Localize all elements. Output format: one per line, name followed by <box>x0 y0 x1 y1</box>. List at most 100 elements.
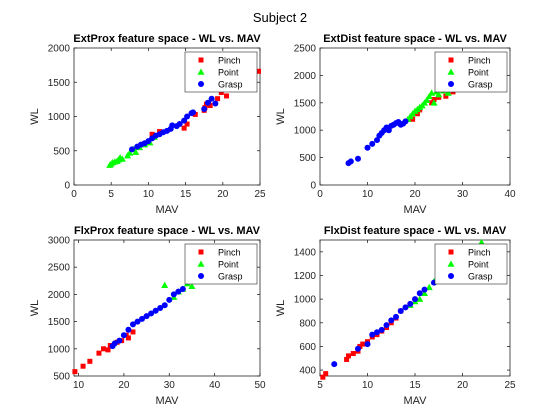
data-point-grasp <box>134 318 141 325</box>
subplot-4: 5 10 15 20 25 400 600 800 1000 1200 1400 FlxDist fe… <box>275 225 516 407</box>
data-point-point <box>444 89 452 96</box>
data-point-point <box>118 155 126 162</box>
data-point-grasp <box>143 313 150 320</box>
legend-label: Point <box>218 68 239 78</box>
data-point-grasp <box>184 113 191 120</box>
data-point-grasp <box>407 300 414 307</box>
data-point-pinch <box>192 111 198 117</box>
data-point-grasp <box>166 296 173 303</box>
data-point-grasp <box>208 95 215 102</box>
data-point-grasp <box>369 140 376 147</box>
legend-marker-pinch <box>198 57 204 63</box>
legend-marker-pinch <box>198 249 204 255</box>
data-point-pinch <box>429 100 435 106</box>
data-point-pinch <box>105 347 111 353</box>
legend-marker-pinch <box>448 249 454 255</box>
x-tick-label: 30 <box>164 380 176 391</box>
data-point-point <box>161 281 169 288</box>
legend-label: Pinch <box>218 248 241 258</box>
legend-label: Point <box>468 68 489 78</box>
legend-box <box>184 243 258 285</box>
legend-label: Grasp <box>218 272 243 282</box>
y-axis-label: WL <box>275 300 287 317</box>
data-point-grasp <box>374 137 380 144</box>
y-tick-label: 1000 <box>48 112 71 123</box>
y-axis-label: WL <box>29 300 41 317</box>
legend-marker-point <box>447 68 455 75</box>
data-point-grasp <box>374 329 380 336</box>
legend-label: Grasp <box>218 80 243 90</box>
x-tick-label: 20 <box>217 189 229 200</box>
y-tick-label: 1500 <box>48 78 71 89</box>
data-point-pinch <box>443 93 449 99</box>
data-point-pinch <box>350 351 356 357</box>
data-point-grasp <box>139 315 146 322</box>
data-point-pinch <box>323 371 329 377</box>
x-axis-label: MAV <box>155 204 179 216</box>
y-tick-label: 1000 <box>48 344 71 355</box>
data-point-point <box>478 238 485 246</box>
x-axis-label: MAV <box>403 395 427 407</box>
data-point-pinch <box>125 335 131 341</box>
data-point-grasp <box>369 331 376 338</box>
data-point-grasp <box>331 361 338 368</box>
y-axis-label: WL <box>29 108 41 125</box>
data-point-pinch <box>96 350 102 356</box>
y-tick-label: 1500 <box>294 98 317 109</box>
data-point-pinch <box>344 356 350 362</box>
data-point-grasp <box>364 144 371 151</box>
y-tick-label: 1500 <box>48 317 71 328</box>
legend-marker-point <box>197 68 205 75</box>
data-point-grasp <box>397 307 404 314</box>
legend-box <box>434 243 508 285</box>
y-tick-label: 600 <box>299 342 316 353</box>
data-point-grasp <box>355 345 361 352</box>
data-point-grasp <box>364 341 371 348</box>
data-point-grasp <box>148 310 155 317</box>
y-tick-label: 800 <box>299 318 316 329</box>
y-tick-label: 2500 <box>48 263 71 274</box>
data-point-grasp <box>157 305 164 311</box>
y-tick-label: 500 <box>53 146 70 157</box>
x-tick-label: 40 <box>209 380 221 391</box>
data-point-grasp <box>190 109 197 116</box>
x-tick-label: 20 <box>457 380 469 391</box>
data-point-pinch <box>100 346 106 352</box>
data-point-grasp <box>179 285 186 292</box>
legend-marker-grasp <box>198 81 204 87</box>
legend-label: Pinch <box>218 56 241 66</box>
data-point-grasp <box>170 291 177 298</box>
data-point-grasp <box>120 332 127 339</box>
data-point-grasp <box>212 100 219 107</box>
data-point-pinch <box>218 90 224 96</box>
legend-label: Grasp <box>468 80 493 90</box>
data-point-point <box>416 295 424 302</box>
data-point-pinch <box>207 103 213 109</box>
y-tick-label: 1000 <box>294 126 317 137</box>
data-point-point <box>425 283 433 291</box>
data-point-pinch <box>149 131 155 137</box>
data-point-grasp <box>355 155 361 162</box>
subplot-title: ExtProx feature space - WL vs. MAV <box>73 33 261 45</box>
y-axis-label: WL <box>275 108 287 125</box>
data-point-pinch <box>184 121 190 127</box>
y-tick-label: 400 <box>299 366 316 377</box>
data-point-point <box>423 96 431 103</box>
data-point-point <box>425 92 433 100</box>
data-point-grasp <box>175 288 182 295</box>
y-tick-label: 2000 <box>294 71 317 82</box>
legend-box <box>184 51 258 93</box>
subplot-2: 0 10 20 30 40 0 500 1000 1500 2000 2500 ExtDist fea… <box>275 33 516 216</box>
data-point-grasp <box>116 337 123 344</box>
legend-label: Pinch <box>468 248 491 258</box>
data-point-pinch <box>215 96 221 102</box>
legend-marker-grasp <box>448 81 454 87</box>
data-point-grasp <box>125 326 132 333</box>
x-tick-label: 40 <box>504 189 516 200</box>
x-tick-label: 10 <box>143 189 155 200</box>
data-point-grasp <box>129 321 136 328</box>
y-tick-label: 1400 <box>294 247 317 258</box>
